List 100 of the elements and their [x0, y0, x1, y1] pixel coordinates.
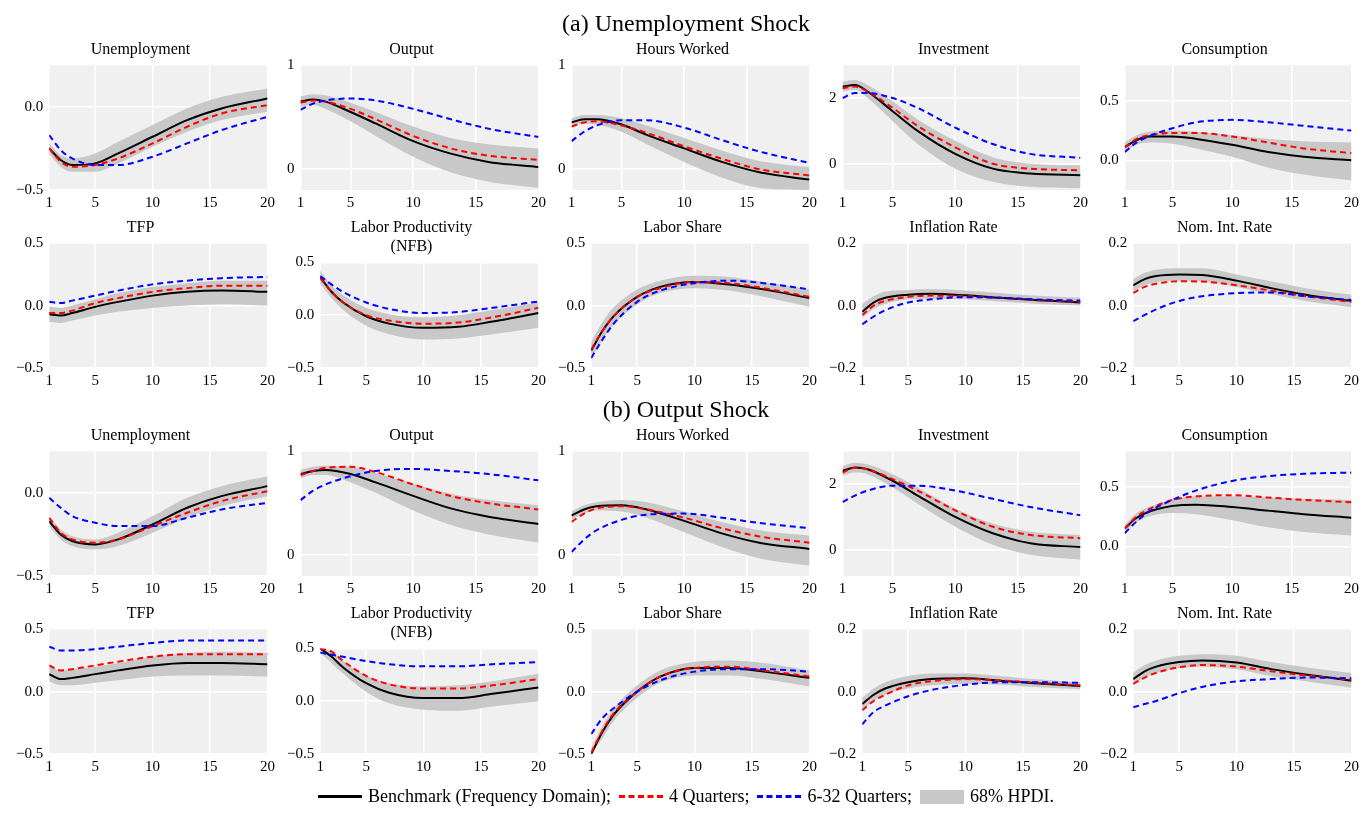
line-series [300, 468, 539, 525]
y-tick-label: 1 [558, 56, 566, 73]
x-tick-label: 5 [888, 579, 897, 596]
line-series [300, 467, 539, 502]
y-tick-label: 0.5 [1100, 91, 1119, 108]
x-tick-label: 15 [744, 757, 760, 774]
chart-title: Unemployment [90, 39, 191, 58]
line-series [1124, 118, 1352, 153]
text: 68% HPDI. [969, 786, 1054, 807]
y-tick-label: 0.0 [1100, 151, 1119, 168]
y-tick-label: −0.5 [286, 358, 315, 375]
y-tick-label: 0.0 [566, 682, 586, 699]
x-tick-label: 10 [1229, 757, 1245, 774]
x-tick-label: 10 [687, 371, 703, 388]
chart-title: Inflation Rate [909, 603, 998, 621]
x-tick-label: 10 [405, 193, 421, 210]
y-tick-label: −0.2 [828, 358, 857, 375]
y-tick-label: −0.5 [15, 358, 44, 375]
x-tick-label: 15 [202, 371, 218, 388]
line-series [842, 484, 1081, 517]
line-series [1133, 664, 1352, 685]
x-tick-label: 5 [1168, 579, 1177, 596]
x-tick-label: 5 [346, 579, 355, 596]
x-tick-label: 15 [744, 371, 760, 388]
x-tick-label: 15 [202, 579, 218, 596]
y-tick-label: 1 [558, 442, 566, 459]
line-series [1133, 659, 1352, 682]
x-tick-label: 20 [1073, 579, 1088, 596]
x-tick-label: 20 [260, 757, 275, 774]
x-tick-label: 20 [802, 757, 817, 774]
x-tick-label: 5 [346, 193, 355, 210]
x-tick-label: 20 [531, 757, 546, 774]
line-series [1124, 471, 1352, 535]
y-tick-label: 0.0 [24, 483, 44, 500]
line-series [300, 97, 539, 138]
y-tick-label: −0.5 [286, 744, 315, 761]
legend-label: 4 Quarters; [668, 786, 750, 807]
x-tick-label: 10 [1229, 371, 1245, 388]
x-tick-label: 5 [888, 193, 897, 210]
x-tick-label: 20 [531, 193, 546, 210]
y-tick-label: 0 [558, 160, 566, 177]
text: (a) Unemployment Shock [561, 9, 811, 38]
y-tick-label: −0.5 [15, 566, 44, 583]
y-tick-label: 0.2 [837, 620, 857, 637]
y-tick-label: 0.2 [1108, 620, 1128, 637]
y-tick-label: 2 [829, 474, 837, 491]
line-series [862, 681, 1081, 726]
line-series [49, 661, 268, 681]
x-tick-label: 5 [904, 757, 912, 774]
chart-title: Consumption [1181, 39, 1268, 58]
x-tick-label: 15 [1015, 371, 1031, 388]
x-tick-label: 10 [145, 579, 161, 596]
y-tick-label: 0.0 [837, 296, 857, 313]
y-tick-label: −0.5 [15, 180, 44, 197]
x-tick-label: 15 [1010, 193, 1026, 210]
x-tick-label: 20 [1073, 757, 1088, 774]
y-tick-label: −0.2 [1099, 358, 1128, 375]
chart-title: Labor Productivity (NFB) [350, 217, 473, 255]
y-tick-label: 0.0 [837, 682, 857, 699]
y-tick-label: 0 [829, 540, 837, 557]
y-tick-label: 0.0 [295, 306, 315, 323]
line-series [1124, 131, 1352, 155]
x-tick-label: 5 [617, 579, 626, 596]
x-tick-label: 15 [1284, 193, 1300, 210]
x-tick-label: 5 [633, 371, 641, 388]
line-series [1133, 280, 1352, 303]
x-tick-label: 15 [468, 193, 484, 210]
y-tick-label: 0.5 [295, 253, 315, 270]
x-tick-label: 15 [473, 757, 489, 774]
x-tick-label: 15 [1286, 757, 1302, 774]
line-series [571, 505, 810, 544]
y-tick-label: 0.0 [566, 296, 586, 313]
chart-title: Inflation Rate [909, 217, 998, 235]
chart-title: TFP [126, 217, 155, 235]
y-tick-label: 0.0 [24, 682, 44, 699]
y-tick-label: 0.2 [837, 234, 857, 251]
chart-title: Output [389, 39, 435, 58]
y-tick-label: 0.2 [1108, 234, 1128, 251]
line-series [1133, 291, 1352, 323]
chart-title: TFP [126, 603, 155, 621]
line-series [1133, 273, 1352, 302]
x-tick-label: 10 [676, 579, 692, 596]
x-tick-label: 5 [1175, 757, 1183, 774]
line-series [1124, 135, 1352, 162]
x-tick-label: 20 [531, 579, 546, 596]
line-series [49, 496, 268, 528]
chart-title: Investment [917, 39, 990, 57]
y-tick-label: −0.5 [557, 744, 586, 761]
x-tick-label: 5 [1168, 193, 1177, 210]
chart-title: Consumption [1181, 425, 1268, 444]
y-tick-label: 0.0 [1108, 296, 1128, 313]
x-tick-label: 10 [947, 579, 963, 596]
chart-title: Nom. Int. Rate [1176, 217, 1273, 235]
x-tick-label: 5 [91, 757, 99, 774]
x-tick-label: 10 [145, 757, 161, 774]
chart-title: Unemployment [90, 425, 191, 444]
x-tick-label: 20 [802, 193, 817, 210]
x-tick-label: 10 [405, 579, 421, 596]
y-tick-label: 0.5 [566, 234, 586, 251]
x-tick-label: 5 [91, 371, 99, 388]
